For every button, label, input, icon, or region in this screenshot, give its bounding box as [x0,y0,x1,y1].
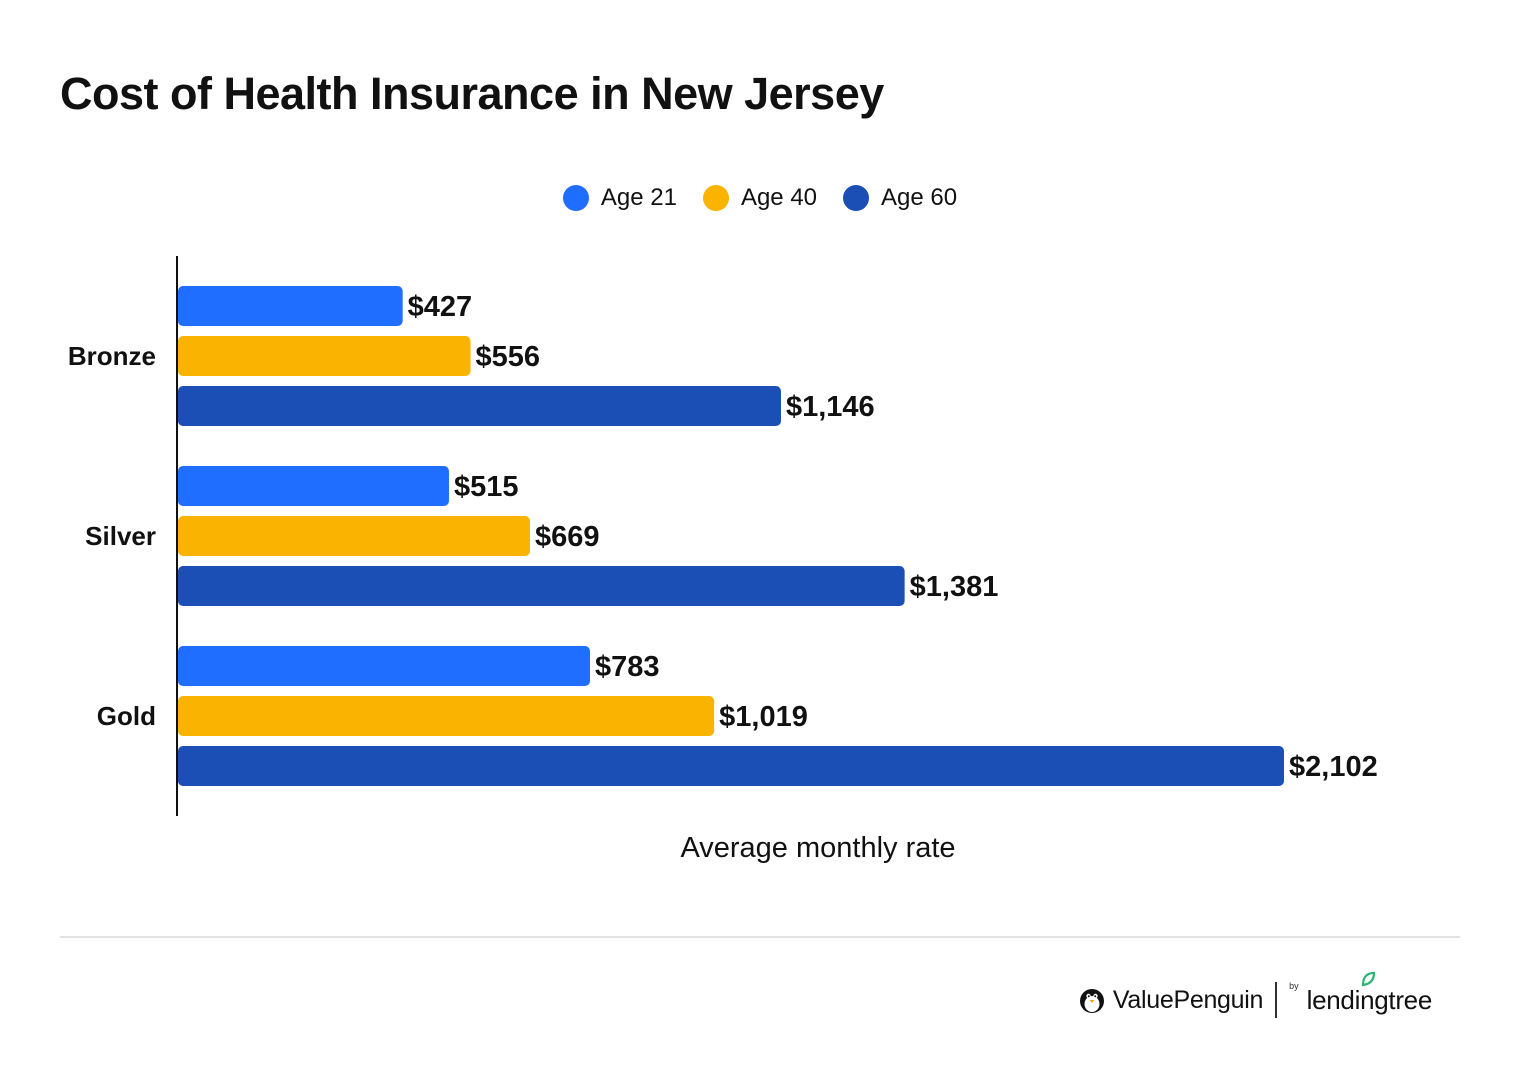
brand-lendingtree-text: lendingtree [1306,984,1433,1015]
category-label-bronze: Bronze [68,341,156,371]
data-label: $556 [476,341,541,373]
legend-label: Age 40 [740,184,818,211]
legend-item-age-21: Age 21 [562,184,677,212]
data-label: $1,381 [910,571,999,603]
x-axis-title: Average monthly rate [680,832,955,864]
bar-silver-age-60 [178,566,905,606]
footer-divider [60,936,1460,938]
bar-bronze-age-60 [178,386,781,426]
bar-bronze-age-21 [178,286,403,326]
bar-silver-age-21 [178,466,449,506]
legend: Age 21 Age 40 Age 60 [0,184,1520,212]
data-label: $427 [408,291,473,323]
category-label-gold: Gold [97,701,156,731]
bar-gold-age-40 [178,696,715,736]
data-label: $669 [535,521,600,553]
bar-bronze-age-40 [178,336,471,376]
legend-label: Age 21 [600,184,677,211]
data-label: $515 [454,471,519,503]
bar-gold-age-60 [178,746,1284,786]
legend-swatch-icon [702,185,729,211]
brand-by: by [1289,981,1299,991]
data-label: $1,019 [719,701,808,733]
bar-chart: Bronze $427$556 $1,146 Silver $515 $669 $1,381… [68,256,1378,864]
data-label: $2,102 [1289,751,1378,783]
chart-title: Cost of Health Insurance in New Jersey [60,68,884,119]
legend-swatch-icon [562,185,589,211]
legend-item-age-60: Age 60 [843,184,957,212]
data-label: $783 [595,651,660,683]
legend-swatch-icon [843,185,870,211]
legend-label: Age 60 [881,184,958,211]
data-label: $1,146 [786,391,875,423]
brand-valuepenguin: ValuePenguin [1112,985,1264,1014]
brand-lendingtree: lendingtree [1306,971,1433,1016]
bar-gold-age-21 [178,646,590,686]
brand-separator [1275,982,1278,1018]
penguin-icon [1079,989,1104,1013]
category-label-silver: Silver [85,521,156,551]
leaf-icon [1361,971,1375,986]
bar-silver-age-40 [178,516,531,556]
brand-logo: ValuePenguin by lendingtree [1079,971,1433,1018]
legend-item-age-40: Age 40 [702,184,818,212]
